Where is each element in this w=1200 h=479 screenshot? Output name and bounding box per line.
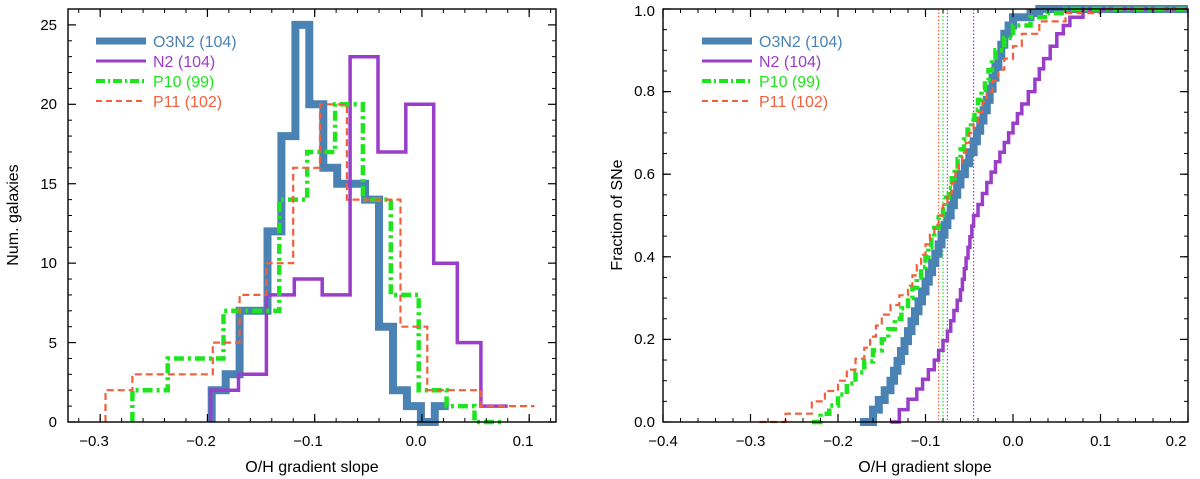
hist-legend-label-n2: N2 (104) <box>153 54 215 71</box>
hist-x-tick-label-3: 0.0 <box>406 433 427 450</box>
hist-x-axis-title: O/H gradient slope <box>245 459 379 476</box>
cumulative-ticks <box>662 8 1189 423</box>
cdf-x-tick-label-2: −0.2 <box>823 433 853 450</box>
hist-y-axis-title: Num. galaxies <box>5 164 22 265</box>
cdf-y-tick-label-0: 0.0 <box>634 414 655 431</box>
cdf-x-axis-title: O/H gradient slope <box>858 459 992 476</box>
hist-legend-label-p11: P11 (102) <box>153 94 222 111</box>
cdf-y-tick-label-1: 0.2 <box>634 331 655 348</box>
cdf-x-tick-label-4: 0.0 <box>1003 433 1024 450</box>
cdf-series-n2 <box>890 7 1188 424</box>
hist-series-p11 <box>104 103 535 422</box>
cdf-legend: O3N2 (104) N2 (104) P10 (99) P11 (102) <box>702 34 843 111</box>
cdf-x-tick-label-3: −0.1 <box>911 433 941 450</box>
hist-series-n2 <box>208 54 508 422</box>
hist-legend-label-p10: P10 (99) <box>153 74 214 91</box>
cdf-series-o3n2 <box>859 5 1188 426</box>
cdf-y-tick-label-5: 1.0 <box>634 3 655 20</box>
cdf-x-tick-label-1: −0.3 <box>736 433 766 450</box>
cdf-y-axis-title: Fraction of SNe <box>609 159 626 270</box>
cdf-x-tick-label-0: −0.4 <box>648 433 678 450</box>
cdf-legend-label-o3n2: O3N2 (104) <box>759 34 843 51</box>
hist-series-o3n2 <box>207 20 449 426</box>
hist-x-tick-label-2: −0.1 <box>293 433 323 450</box>
hist-y-tick-label-2: 10 <box>40 255 57 272</box>
histogram-ticks <box>68 9 556 423</box>
cdf-series-p11 <box>759 7 1188 424</box>
cdf-x-tick-label-6: 0.2 <box>1166 433 1187 450</box>
hist-y-tick-label-3: 15 <box>40 176 57 193</box>
hist-x-tick-label-0: −0.3 <box>79 433 109 450</box>
hist-y-tick-label-0: 0 <box>49 414 57 431</box>
cdf-series-p10 <box>811 6 1188 425</box>
histogram-series-layer <box>104 20 535 426</box>
cdf-legend-label-n2: N2 (104) <box>759 54 821 71</box>
cdf-legend-label-p10: P10 (99) <box>759 74 820 91</box>
hist-y-tick-label-4: 20 <box>40 96 57 113</box>
cdf-y-tick-label-4: 0.8 <box>634 83 655 100</box>
cdf-x-tick-label-5: 0.1 <box>1090 433 1111 450</box>
hist-y-tick-label-1: 5 <box>49 335 57 352</box>
hist-x-tick-label-4: 0.1 <box>513 433 534 450</box>
hist-y-tick-label-5: 25 <box>40 17 57 34</box>
hist-x-tick-label-1: −0.2 <box>186 433 216 450</box>
hist-legend: O3N2 (104) N2 (104) P10 (99) P11 (102) <box>96 34 237 111</box>
histogram-panel: −0.3 −0.2 −0.1 0.0 0.1 0 5 10 15 20 25 O… <box>5 8 557 476</box>
hist-legend-label-o3n2: O3N2 (104) <box>153 34 237 51</box>
cdf-y-tick-label-3: 0.6 <box>634 166 655 183</box>
cdf-legend-label-p11: P11 (102) <box>759 94 828 111</box>
hist-series-p10 <box>130 102 503 425</box>
cdf-y-tick-label-2: 0.4 <box>634 249 655 266</box>
cumulative-panel: −0.4 −0.3 −0.2 −0.1 0.0 0.1 0.2 0.0 0.2 … <box>609 3 1189 476</box>
cumulative-series-layer <box>759 5 1188 426</box>
